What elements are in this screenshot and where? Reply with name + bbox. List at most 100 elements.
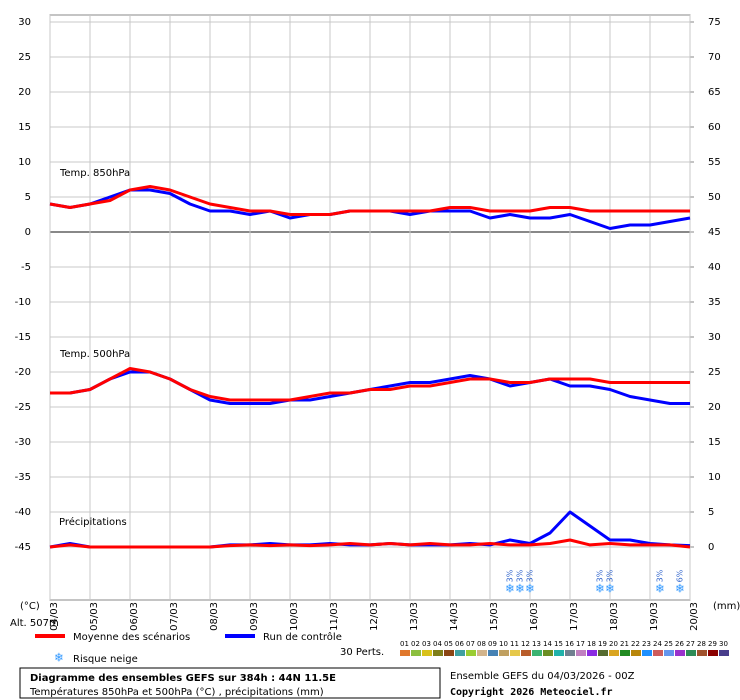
snow-risk-label: 3% <box>506 569 515 582</box>
y2-tick-label: 0 <box>708 542 714 553</box>
perturbation-label: 27 <box>686 640 695 648</box>
x-tick-label: 14/03 <box>449 602 460 631</box>
snow-risk-marker: ❄ <box>675 582 685 596</box>
snow-risk-label: 3% <box>656 569 665 582</box>
y2-tick-label: 35 <box>708 297 721 308</box>
perturbation-label: 24 <box>653 640 662 648</box>
perturbation-label: 28 <box>697 640 706 648</box>
y2-tick-label: 75 <box>708 17 721 28</box>
y2-tick-label: 10 <box>708 472 721 483</box>
perturbation-swatch <box>653 650 663 656</box>
perturbation-label: 04 <box>433 640 442 648</box>
perturbation-label: 13 <box>532 640 541 648</box>
snow-risk-marker: ❄ <box>515 582 525 596</box>
perturbation-label: 22 <box>631 640 640 648</box>
perturbation-swatch <box>521 650 531 656</box>
perturbation-label: 15 <box>554 640 563 648</box>
perturbation-label: 23 <box>642 640 651 648</box>
y-tick-label: -15 <box>15 332 31 343</box>
x-tick-label: 11/03 <box>329 602 340 631</box>
perturbation-label: 07 <box>466 640 475 648</box>
perturbation-swatch <box>411 650 421 656</box>
perturbation-swatch <box>587 650 597 656</box>
perturbation-swatch <box>466 650 476 656</box>
legend-label: Run de contrôle <box>263 631 342 643</box>
series-line <box>49 538 691 549</box>
perturbation-label: 17 <box>576 640 585 648</box>
x-tick-label: 19/03 <box>649 602 660 631</box>
perturbation-label: 06 <box>455 640 464 648</box>
perturbation-swatch <box>642 650 652 656</box>
x-tick-label: 07/03 <box>169 602 180 631</box>
chart-subtitle: Températures 850hPa et 500hPa (°C) , pré… <box>29 686 324 698</box>
perturbation-swatch <box>609 650 619 656</box>
copyright: Copyright 2026 Meteociel.fr <box>450 686 613 698</box>
snow-icon: ❄ <box>54 651 64 665</box>
y2-tick-label: 60 <box>708 122 721 133</box>
x-tick-label: 15/03 <box>489 602 500 631</box>
y2-tick-label: 45 <box>708 227 721 238</box>
perturbation-swatch <box>455 650 465 656</box>
y2-tick-label: 50 <box>708 192 721 203</box>
perturbation-swatch <box>686 650 696 656</box>
perturbation-swatch <box>631 650 641 656</box>
snow-risk-label: 3% <box>596 569 605 582</box>
perturbation-swatch <box>554 650 564 656</box>
perturbation-label: 08 <box>477 640 486 648</box>
y-tick-label: -5 <box>21 262 31 273</box>
perturbation-swatch <box>433 650 443 656</box>
perturbation-label: 12 <box>521 640 530 648</box>
perturbation-swatch <box>664 650 674 656</box>
x-tick-label: 04/03 <box>49 602 60 631</box>
perturbation-swatch <box>565 650 575 656</box>
y-tick-label: 0 <box>25 227 31 238</box>
chart-title: Diagramme des ensembles GEFS sur 384h : … <box>30 673 336 684</box>
perturbation-label: 11 <box>510 640 519 648</box>
perturbation-label: 10 <box>499 640 508 648</box>
y2-tick-label: 30 <box>708 332 721 343</box>
perturbation-label: 05 <box>444 640 453 648</box>
snow-risk-label: 3% <box>516 569 525 582</box>
y-axis-label: (°C) <box>20 601 40 612</box>
y2-tick-label: 5 <box>708 507 714 518</box>
perturbation-swatch <box>719 650 729 656</box>
x-tick-label: 13/03 <box>409 602 420 631</box>
y-tick-label: 5 <box>25 192 31 203</box>
panel-label: Temp. 850hPa <box>59 168 130 179</box>
perturbation-swatch <box>543 650 553 656</box>
snow-risk-label: 6% <box>676 569 685 582</box>
y-tick-label: -45 <box>15 542 31 553</box>
perturbation-label: 21 <box>620 640 629 648</box>
y2-tick-label: 25 <box>708 367 721 378</box>
y2-tick-label: 70 <box>708 52 721 63</box>
altitude: Alt. 507m <box>10 618 59 629</box>
perturbation-swatch <box>488 650 498 656</box>
perturbation-swatch <box>697 650 707 656</box>
perturbation-swatch <box>708 650 718 656</box>
title-box <box>19 667 441 699</box>
x-tick-label: 08/03 <box>209 602 220 631</box>
x-tick-label: 17/03 <box>569 602 580 631</box>
y-tick-label: -30 <box>15 437 31 448</box>
perturbation-label: 30 <box>719 640 728 648</box>
perturbation-swatch <box>444 650 454 656</box>
perturbation-swatch <box>598 650 608 656</box>
perturbation-label: 01 <box>400 640 409 648</box>
snow-risk-marker: ❄ <box>655 582 665 596</box>
x-tick-label: 05/03 <box>89 602 100 631</box>
legend-label: Risque neige <box>73 654 138 665</box>
x-tick-label: 16/03 <box>529 602 540 631</box>
y-tick-label: 25 <box>18 52 31 63</box>
perturbation-swatch <box>576 650 586 656</box>
y-tick-label: -40 <box>15 507 31 518</box>
y-tick-label: -10 <box>15 297 31 308</box>
perturbation-swatch <box>499 650 509 656</box>
perturbation-label: 29 <box>708 640 717 648</box>
snow-risk-marker: ❄ <box>505 582 515 596</box>
y-tick-label: 10 <box>18 157 31 168</box>
y-tick-label: -35 <box>15 472 31 483</box>
perturbation-swatch <box>400 650 410 656</box>
perturbation-swatch <box>477 650 487 656</box>
y2-tick-label: 55 <box>708 157 721 168</box>
